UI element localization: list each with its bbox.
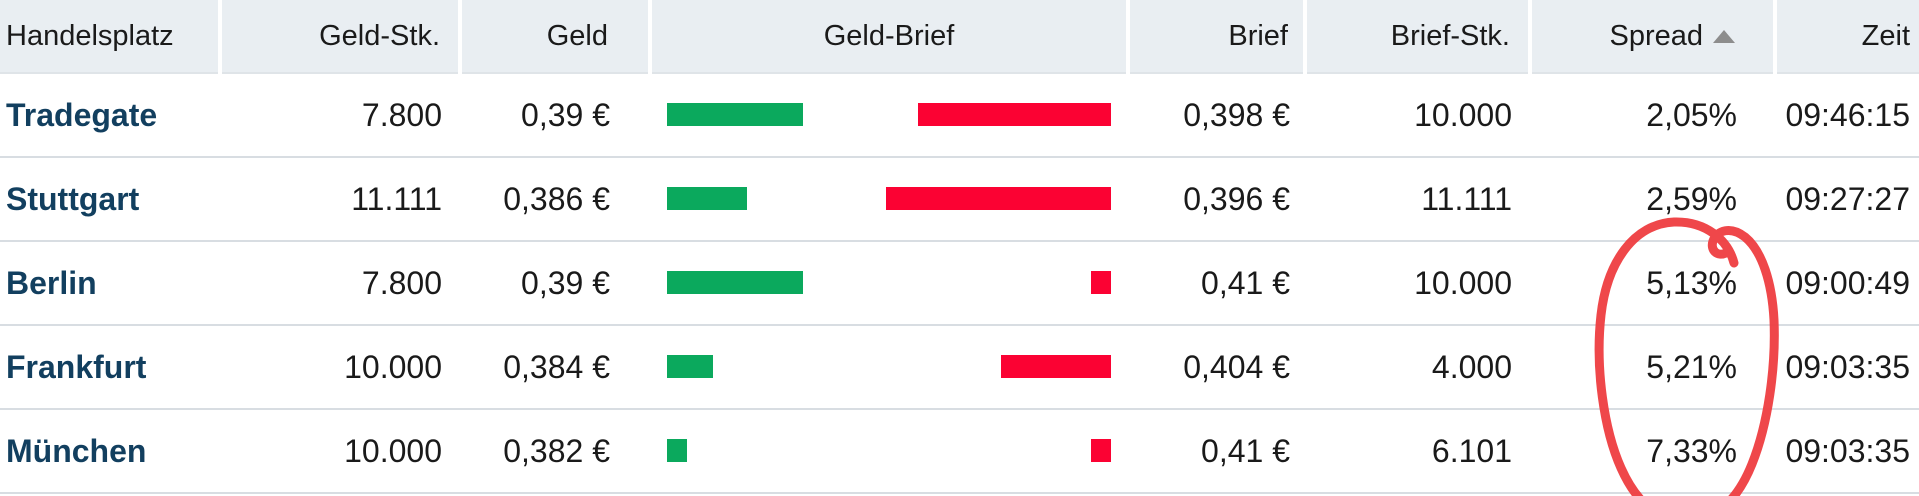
column-header-spread[interactable]: Spread	[1528, 0, 1775, 74]
time-cell: 09:27:27	[1775, 157, 1919, 242]
bid-size-cell: 11.111	[220, 157, 460, 242]
table-row: Frankfurt 10.000 0,384 € 0,404 € 4.000 5…	[0, 325, 1919, 410]
column-header-geld-stk[interactable]: Geld-Stk.	[218, 0, 460, 74]
table-row: Tradegate 7.800 0,39 € 0,398 € 10.000 2,…	[0, 73, 1919, 158]
bid-ask-bar-chart	[651, 411, 1127, 491]
ask-size-cell: 10.000	[1305, 241, 1530, 326]
venue-link[interactable]: Frankfurt	[6, 348, 147, 385]
bid-price-cell: 0,386 €	[460, 157, 650, 242]
spread-cell: 2,59%	[1530, 157, 1775, 242]
bid-bar	[667, 439, 687, 462]
spread-cell: 2,05%	[1530, 73, 1775, 158]
ask-bar	[1091, 271, 1111, 294]
ask-bar	[1091, 439, 1111, 462]
bid-ask-bar-chart	[651, 75, 1127, 155]
bid-bar	[667, 103, 803, 126]
bid-price-cell: 0,382 €	[460, 409, 650, 494]
ask-bar	[886, 187, 1111, 210]
bid-price-cell: 0,39 €	[460, 73, 650, 158]
ask-size-cell: 11.111	[1305, 157, 1530, 242]
column-header-geld[interactable]: Geld	[458, 0, 650, 74]
bid-size-cell: 10.000	[220, 409, 460, 494]
column-header-handelsplatz[interactable]: Handelsplatz	[0, 0, 220, 74]
spread-cell: 5,13%	[1530, 241, 1775, 326]
spread-cell: 5,21%	[1530, 325, 1775, 410]
bid-ask-bar-chart	[651, 327, 1127, 407]
venue-link[interactable]: Stuttgart	[6, 180, 140, 217]
bid-size-cell: 7.800	[220, 241, 460, 326]
bid-size-cell: 7.800	[220, 73, 460, 158]
bid-ask-bar-chart	[651, 159, 1127, 239]
bid-bar	[667, 271, 803, 294]
ask-price-cell: 0,41 €	[1128, 241, 1305, 326]
sort-ascending-icon	[1713, 29, 1735, 43]
time-cell: 09:03:35	[1775, 325, 1919, 410]
column-header-brief-stk[interactable]: Brief-Stk.	[1303, 0, 1530, 74]
column-header-spread-label: Spread	[1609, 19, 1703, 52]
time-cell: 09:03:35	[1775, 409, 1919, 494]
column-header-geld-brief[interactable]: Geld-Brief	[648, 0, 1128, 74]
table-row: Stuttgart 11.111 0,386 € 0,396 € 11.111 …	[0, 157, 1919, 242]
venue-link[interactable]: Tradegate	[6, 96, 158, 133]
table-header-row: Handelsplatz Geld-Stk. Geld Geld-Brief B…	[0, 0, 1919, 74]
ask-price-cell: 0,41 €	[1128, 409, 1305, 494]
bid-ask-bar-chart	[651, 243, 1127, 323]
ask-bar	[918, 103, 1111, 126]
ask-size-cell: 4.000	[1305, 325, 1530, 410]
spread-cell: 7,33%	[1530, 409, 1775, 494]
column-header-zeit[interactable]: Zeit	[1773, 0, 1919, 74]
ask-price-cell: 0,404 €	[1128, 325, 1305, 410]
bid-price-cell: 0,39 €	[460, 241, 650, 326]
table-row: München 10.000 0,382 € 0,41 € 6.101 7,33…	[0, 409, 1919, 494]
ask-price-cell: 0,398 €	[1128, 73, 1305, 158]
ask-size-cell: 6.101	[1305, 409, 1530, 494]
time-cell: 09:00:49	[1775, 241, 1919, 326]
ask-size-cell: 10.000	[1305, 73, 1530, 158]
ask-price-cell: 0,396 €	[1128, 157, 1305, 242]
time-cell: 09:46:15	[1775, 73, 1919, 158]
bid-bar	[667, 187, 747, 210]
ask-bar	[1001, 355, 1111, 378]
bid-bar	[667, 355, 713, 378]
bid-price-cell: 0,384 €	[460, 325, 650, 410]
table-row: Berlin 7.800 0,39 € 0,41 € 10.000 5,13% …	[0, 241, 1919, 326]
venue-link[interactable]: Berlin	[6, 264, 97, 301]
venue-link[interactable]: München	[6, 432, 147, 469]
bid-size-cell: 10.000	[220, 325, 460, 410]
column-header-brief[interactable]: Brief	[1126, 0, 1305, 74]
